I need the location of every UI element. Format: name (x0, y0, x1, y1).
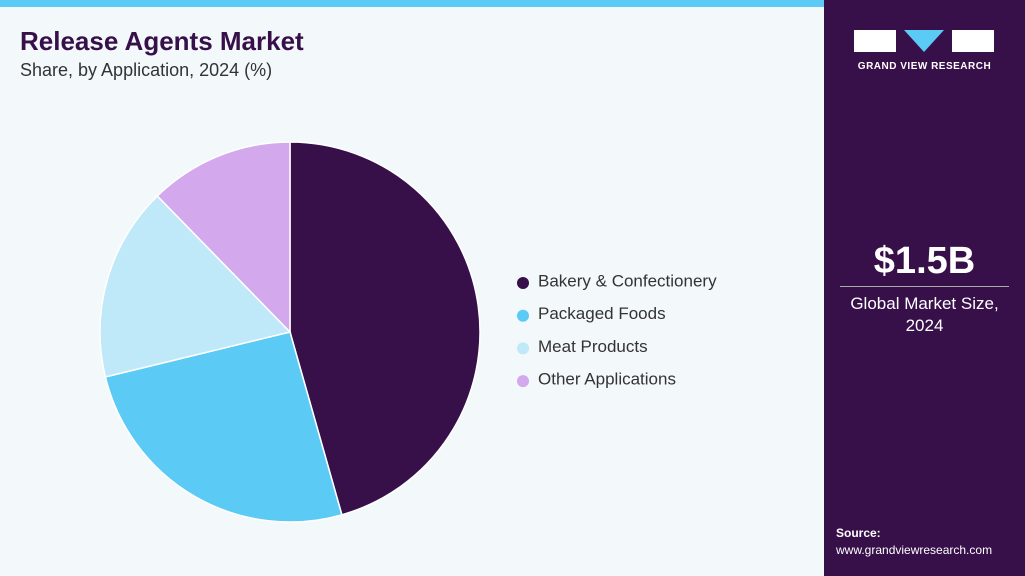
pie-slice (289, 141, 481, 516)
logo-block (904, 30, 944, 52)
chart-title: Release Agents Market (20, 26, 304, 56)
legend-marker (517, 277, 529, 289)
market-label: Global Market Size, 2024 (850, 294, 999, 335)
source-url: www.grandviewresearch.com (836, 543, 993, 557)
legend-marker (517, 342, 529, 355)
logo-block (854, 30, 896, 52)
pie-slice (156, 141, 291, 334)
logo-block (952, 30, 994, 52)
legend-label: Packaged Foods (538, 304, 666, 323)
market-size: $1.5B (873, 240, 976, 282)
sidebar: GRAND VIEW RESEARCH $1.5B Global Market … (824, 0, 1025, 576)
pie-slice (99, 194, 292, 378)
source-label: Source: (836, 526, 881, 540)
legend-label: Bakery & Confectionery (538, 271, 717, 290)
legend-marker (517, 375, 529, 388)
logo (854, 30, 994, 52)
top-strip (0, 0, 824, 7)
chart-subtitle: Share, by Application, 2024 (%) (20, 60, 273, 80)
legend-label: Meat Products (538, 337, 648, 356)
legend-marker (517, 309, 529, 322)
legend-label: Other Applications (538, 370, 676, 389)
pie-slice (104, 331, 343, 523)
chart: Bakery & Confectionery Packaged Foods Meat… (99, 141, 717, 523)
logo-text: GRAND VIEW RESEARCH (857, 61, 992, 72)
